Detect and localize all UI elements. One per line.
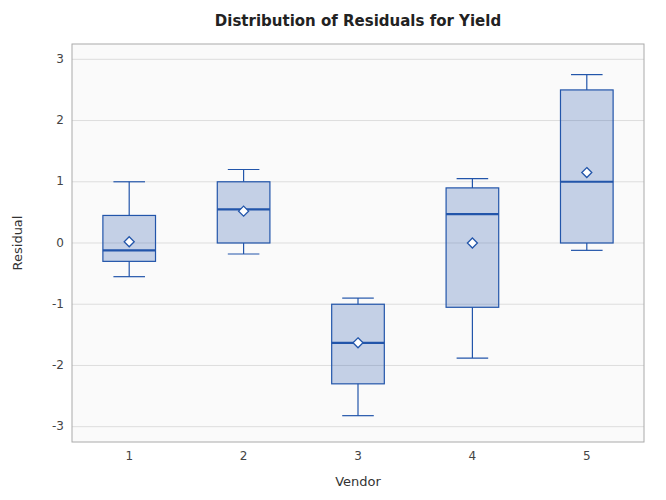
whisker-cap bbox=[228, 169, 260, 170]
x-tick-label: 3 bbox=[354, 449, 362, 463]
y-tick-label: 0 bbox=[56, 236, 64, 250]
whisker bbox=[472, 179, 473, 188]
box bbox=[217, 182, 270, 243]
median bbox=[103, 249, 156, 251]
grid-line bbox=[72, 59, 644, 60]
y-tick-label: -2 bbox=[52, 358, 64, 372]
plot-frame bbox=[72, 44, 644, 442]
y-tick-label: 3 bbox=[56, 52, 64, 66]
x-tick-label: 2 bbox=[240, 449, 248, 463]
whisker-cap bbox=[342, 415, 374, 416]
whisker-cap bbox=[228, 253, 260, 254]
whisker-cap bbox=[342, 298, 374, 299]
plot-area bbox=[72, 44, 644, 442]
grid-line bbox=[72, 120, 644, 121]
grid-line bbox=[72, 243, 644, 244]
x-tick-label: 5 bbox=[583, 449, 591, 463]
box bbox=[103, 215, 156, 261]
whisker-cap bbox=[571, 250, 603, 251]
whisker bbox=[472, 307, 473, 358]
y-tick-label: 1 bbox=[56, 174, 64, 188]
y-tick-label: 2 bbox=[56, 113, 64, 127]
whisker-cap bbox=[571, 74, 603, 75]
chart: -3 -2 -1 0 1 2 3 1 2 3 4 5 Distribution of Residuals… bbox=[0, 0, 666, 500]
whisker bbox=[129, 182, 130, 216]
x-axis-label: Vendor bbox=[335, 474, 381, 489]
whisker bbox=[129, 261, 130, 276]
whisker-cap bbox=[457, 178, 489, 179]
mean-marker bbox=[467, 238, 477, 248]
whisker bbox=[586, 243, 587, 250]
whisker bbox=[243, 243, 244, 254]
whisker bbox=[243, 170, 244, 182]
marks bbox=[103, 75, 613, 416]
mean-marker bbox=[239, 206, 249, 216]
median bbox=[446, 213, 499, 215]
whisker-cap bbox=[457, 358, 489, 359]
y-axis-label: Residual bbox=[10, 216, 25, 271]
whisker bbox=[586, 75, 587, 90]
whisker-cap bbox=[113, 276, 145, 277]
x-tick-label: 1 bbox=[125, 449, 133, 463]
whisker-cap bbox=[113, 181, 145, 182]
y-tick-label: -3 bbox=[52, 419, 64, 433]
mean-marker bbox=[124, 237, 134, 247]
box bbox=[560, 90, 613, 243]
title: Distribution of Residuals for Yield bbox=[215, 12, 501, 30]
whisker bbox=[357, 384, 358, 416]
x-tick-label: 4 bbox=[469, 449, 477, 463]
box bbox=[332, 304, 385, 384]
median bbox=[560, 181, 613, 183]
grid-line bbox=[72, 426, 644, 427]
grid-line bbox=[72, 181, 644, 182]
mean-marker bbox=[582, 168, 592, 178]
box bbox=[446, 188, 499, 307]
y-tick-label: -1 bbox=[52, 297, 64, 311]
whisker bbox=[357, 298, 358, 304]
mean-marker bbox=[353, 338, 363, 348]
